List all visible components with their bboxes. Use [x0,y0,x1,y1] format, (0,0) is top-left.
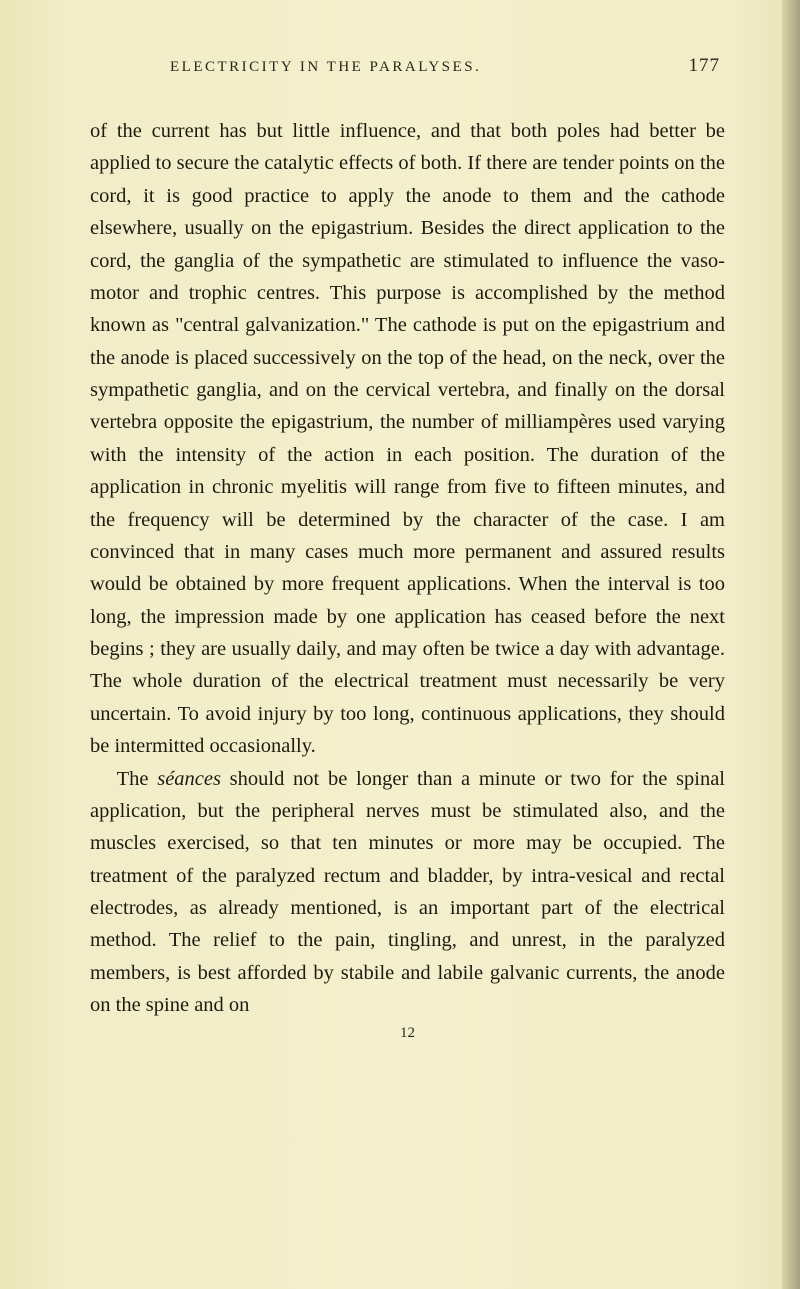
running-title: ELECTRICITY IN THE PARALYSES. [170,59,481,76]
paragraph-1: of the current has but little influence,… [90,115,725,763]
p2-post: should not be longer than a minute or tw… [90,768,725,1017]
signature-number: 12 [400,1025,415,1041]
page-header: ELECTRICITY IN THE PARALYSES. 177 [90,55,725,77]
page-number: 177 [689,55,721,77]
body-text: of the current has but little influence,… [90,115,725,1022]
paragraph-2: The séances should not be longer than a … [90,763,725,1022]
p2-pre: The [117,768,158,790]
page-edge-shadow [782,0,800,1289]
p2-italic: séances [157,768,221,790]
page-footer: 12 [90,1025,725,1042]
book-page: ELECTRICITY IN THE PARALYSES. 177 of the… [0,0,800,1289]
